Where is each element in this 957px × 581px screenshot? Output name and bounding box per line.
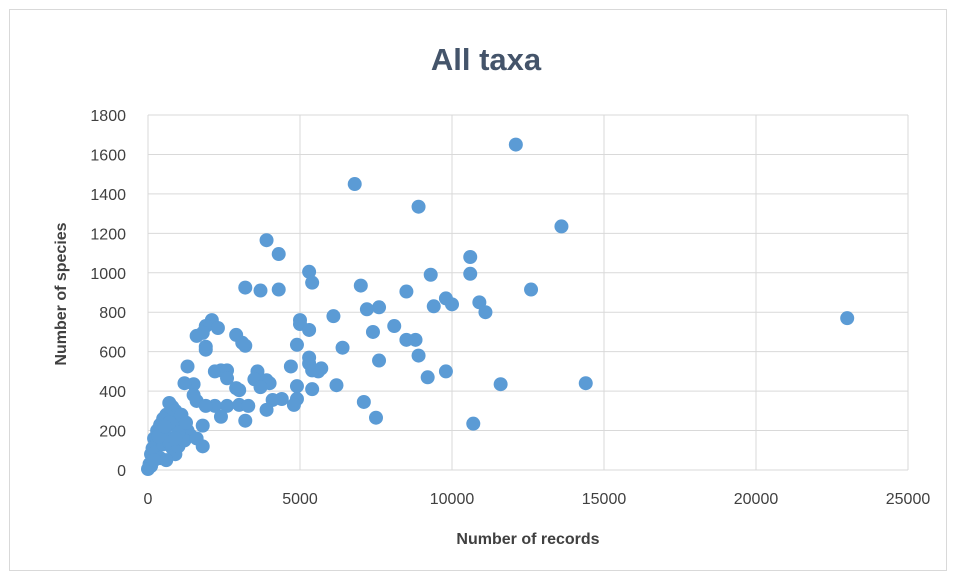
data-point (220, 371, 235, 386)
data-point (241, 398, 256, 413)
x-tick-label: 10000 (430, 491, 475, 508)
data-point (168, 431, 183, 446)
data-point (253, 380, 268, 395)
data-point (189, 431, 204, 446)
data-point (213, 409, 228, 424)
data-point (220, 398, 235, 413)
data-point (420, 370, 435, 385)
data-point (369, 410, 383, 425)
data-point (445, 297, 459, 312)
data-point (271, 247, 286, 262)
data-point (411, 348, 426, 363)
data-point (578, 376, 593, 391)
data-point (372, 300, 387, 315)
data-point (466, 416, 481, 431)
data-point (411, 199, 426, 214)
data-point (195, 418, 210, 433)
data-point (147, 453, 162, 468)
y-tick-label: 0 (117, 463, 126, 480)
y-tick-label: 800 (99, 305, 126, 322)
gridlines (147, 114, 909, 471)
data-point (463, 266, 478, 281)
data-point (524, 282, 539, 297)
data-point (198, 342, 213, 357)
x-tick-label: 15000 (582, 491, 627, 508)
data-point (210, 321, 225, 335)
data-points (141, 137, 855, 477)
data-point (177, 376, 192, 391)
data-point (347, 177, 362, 192)
data-point (438, 364, 453, 379)
data-point (302, 322, 317, 337)
data-point (365, 324, 380, 339)
y-axis-title: Number of species (53, 222, 70, 365)
data-point (189, 328, 204, 343)
data-point (463, 250, 478, 264)
data-point (508, 137, 523, 152)
x-axis-ticks: 0 5000 10000 15000 20000 25000 (144, 491, 931, 508)
data-point (259, 233, 274, 248)
data-point (840, 311, 855, 326)
x-axis-title: Number of records (456, 531, 599, 548)
data-point (399, 284, 414, 299)
data-point (353, 278, 368, 293)
data-point (259, 402, 274, 417)
data-point (356, 394, 371, 409)
x-tick-label: 25000 (886, 491, 931, 508)
data-point (305, 382, 320, 397)
y-axis-ticks: 0 200 400 600 800 1000 1200 1400 1600 1800 (90, 108, 126, 480)
data-point (180, 359, 195, 374)
y-tick-label: 600 (99, 345, 126, 362)
y-tick-label: 400 (99, 384, 126, 401)
data-point (238, 280, 253, 295)
y-tick-label: 1600 (90, 147, 126, 164)
data-point (253, 283, 268, 298)
data-point (305, 275, 320, 290)
y-tick-label: 1800 (90, 108, 126, 125)
data-point (372, 353, 387, 368)
data-point (238, 413, 253, 428)
data-point (478, 305, 493, 320)
x-tick-label: 20000 (734, 491, 779, 508)
data-point (159, 453, 174, 468)
data-point (387, 319, 402, 334)
x-tick-label: 5000 (282, 491, 318, 508)
data-point (359, 302, 374, 317)
data-point (302, 350, 317, 365)
y-tick-label: 1200 (90, 226, 126, 243)
data-point (326, 309, 341, 324)
data-point (271, 282, 286, 297)
data-point (198, 398, 213, 413)
data-point (283, 359, 298, 374)
chart-title: All taxa (431, 42, 542, 77)
data-point (335, 340, 350, 355)
data-point (286, 397, 301, 412)
data-point (426, 299, 441, 314)
y-tick-label: 1000 (90, 266, 126, 283)
x-tick-label: 0 (144, 491, 153, 508)
data-point (302, 264, 317, 279)
y-tick-label: 1400 (90, 187, 126, 204)
data-point (179, 415, 193, 430)
data-point (423, 267, 438, 282)
chart-frame (9, 9, 947, 571)
data-point (232, 383, 247, 398)
data-point (289, 337, 304, 352)
data-point (408, 332, 423, 347)
data-point (238, 338, 253, 353)
data-point (329, 378, 344, 393)
data-point (289, 379, 304, 394)
data-point (493, 377, 508, 392)
data-point (157, 419, 172, 434)
y-tick-label: 200 (99, 424, 126, 441)
data-point (554, 219, 569, 234)
